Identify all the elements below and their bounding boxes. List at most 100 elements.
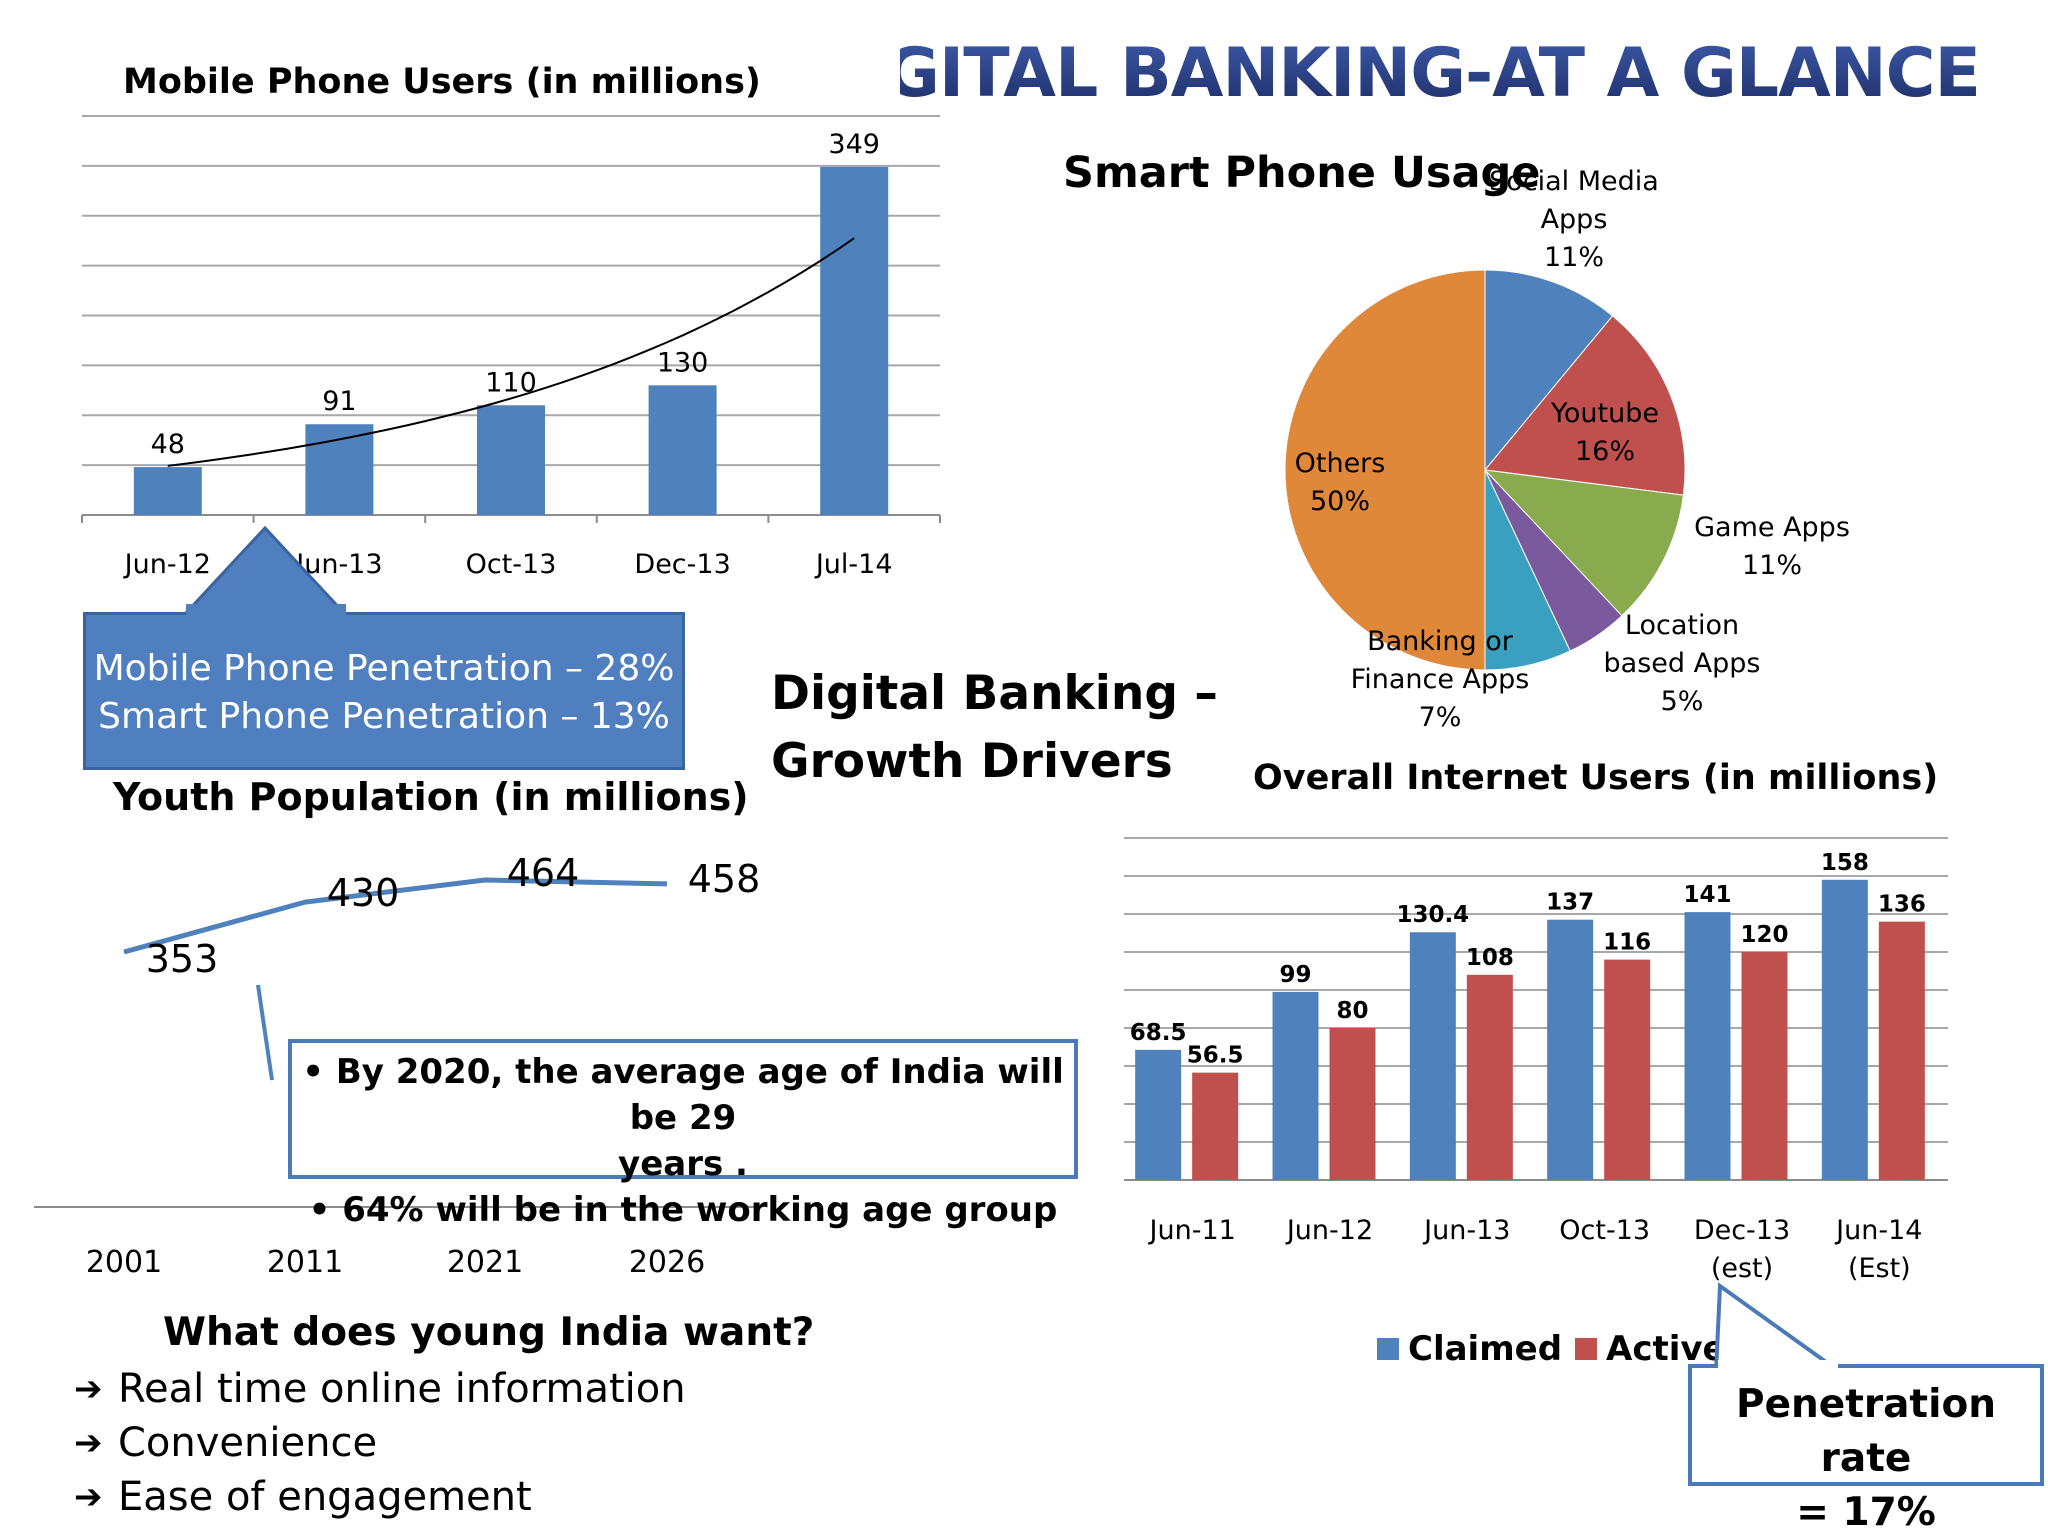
x-tick-label: Jun-12: [123, 549, 211, 580]
pie-label-line: Location: [1625, 610, 1739, 641]
legend-swatch-active: [1575, 1338, 1597, 1360]
young-india-item-text: Real time online information: [118, 1366, 686, 1412]
bar-claimed: [1684, 912, 1731, 1180]
youth-note-box: • By 2020, the average age of India will…: [288, 1039, 1078, 1230]
legend-label-active: Active: [1606, 1329, 1726, 1369]
mobile-users-chart: 48Jun-1291Jun-13110Oct-13130Dec-13349Jul…: [81, 115, 941, 580]
young-india-item-text: Ease of engagement: [118, 1474, 532, 1520]
youth-chart-title: Youth Population (in millions): [113, 775, 749, 819]
bar-claimed: [1409, 932, 1456, 1180]
bar-value-label: 141: [1683, 882, 1731, 908]
x-tick-label: Jul-14: [814, 549, 893, 580]
pie-label-line: Social Media: [1489, 166, 1659, 197]
arrow-bullet-icon: ➔: [74, 1477, 103, 1517]
pie-label-line: Finance Apps: [1351, 664, 1530, 695]
young-india-list: ➔ Real time online information ➔ Convenien…: [74, 1362, 686, 1524]
bar-value-label: 136: [1878, 892, 1926, 918]
pie-slice-label: Others 50%: [1295, 448, 1386, 517]
pie-label-line: Youtube: [1550, 398, 1659, 429]
bar-claimed: [1821, 879, 1868, 1180]
bar-claimed: [1135, 1049, 1182, 1180]
bar-mobile-users: [305, 424, 374, 515]
bar-mobile-users: [133, 467, 202, 515]
pie-slice-label: Social Media Apps 11%: [1489, 166, 1659, 273]
x-tick-label-line: Oct-13: [1559, 1215, 1650, 1246]
young-india-item: ➔ Ease of engagement: [74, 1470, 686, 1524]
smartphone-penetration-text: Smart Phone Penetration – 13%: [98, 696, 670, 737]
arrow-bullet-icon: ➔: [74, 1369, 103, 1409]
bar-active: [1329, 1028, 1376, 1180]
young-india-item-text: Convenience: [118, 1420, 378, 1466]
x-tick-label: 2001: [86, 1245, 162, 1280]
bar-claimed: [1547, 919, 1594, 1180]
x-tick-label: 2011: [267, 1245, 343, 1280]
pie-slice: [1284, 269, 1486, 671]
youth-population-chart: 353 2001 430 2011 464 2021 458 2026: [34, 851, 761, 1280]
x-tick-label: Oct-13: [1559, 1215, 1650, 1246]
x-tick-label-line: Jun-12: [1285, 1215, 1373, 1246]
x-tick-label: 2026: [629, 1245, 705, 1280]
pie-label-line: Apps: [1541, 204, 1608, 235]
internet-users-chart: 68.556.5 Jun-11 99 80 Jun-12 130.4 108 Jun-13 13…: [1124, 837, 1948, 1369]
pie-label-line: based Apps: [1604, 648, 1761, 679]
arrow-bullet-icon: ➔: [74, 1423, 103, 1463]
bar-mobile-users: [477, 405, 545, 515]
bar-value-label: 68.5: [1130, 1020, 1187, 1046]
pie-slice: [1483, 469, 1684, 617]
growth-drivers-line1: Digital Banking –: [771, 666, 1218, 721]
smartphone-usage-pie: Social Media Apps 11% Youtube 16% Game Apps 11…: [1284, 166, 1850, 733]
pie-label-line: 50%: [1310, 486, 1370, 517]
x-tick-label: Jun-12: [1285, 1215, 1373, 1246]
x-tick-label: Dec-13: [634, 549, 730, 580]
x-tick-label-line: Dec-13: [1694, 1215, 1790, 1246]
bar-value-label: 91: [322, 386, 356, 417]
pie-slice-label: Game Apps 11%: [1694, 512, 1850, 581]
growth-drivers-line2: Growth Drivers: [771, 734, 1173, 789]
x-tick-label: Jun-14 (Est): [1834, 1215, 1922, 1284]
line-value-label: 430: [327, 871, 400, 915]
youth-note-line2: years .: [618, 1144, 748, 1184]
bar-value-label: 116: [1603, 930, 1651, 956]
bar-active: [1192, 1072, 1239, 1180]
legend-swatch-claimed: [1377, 1338, 1399, 1360]
youth-note-line3: • 64% will be in the working age group: [308, 1190, 1058, 1230]
bar-mobile-users: [648, 385, 717, 515]
penetration-callout-pointer: [181, 525, 349, 616]
x-tick-label: 2021: [447, 1245, 523, 1280]
pie-slice: [1484, 315, 1686, 496]
mobile-penetration-text: Mobile Phone Penetration – 28%: [93, 648, 675, 689]
internet-chart-title: Overall Internet Users (in millions): [1253, 758, 1939, 798]
bar-active: [1741, 952, 1788, 1180]
x-tick-label: Dec-13 (est): [1694, 1215, 1790, 1284]
penetration-rate-box: Penetration rate = 17%: [1688, 1364, 2044, 1535]
pie-label-line: Banking or: [1367, 626, 1514, 657]
bar-active: [1466, 974, 1513, 1180]
pie-slice-label: Youtube 16%: [1550, 398, 1659, 467]
bar-active: [1878, 921, 1925, 1180]
bar-value-label: 108: [1466, 945, 1514, 971]
main-title: DIGITAL BANKING-AT A GLANCE: [900, 34, 1981, 113]
x-tick-label-line: Jun-14: [1834, 1215, 1922, 1246]
pie-label-line: Game Apps: [1694, 512, 1850, 543]
legend-label-claimed: Claimed: [1408, 1329, 1562, 1369]
pie-slice-label: Location based Apps 5%: [1604, 610, 1761, 717]
young-india-item: ➔ Real time online information: [74, 1362, 686, 1416]
young-india-item: ➔ Convenience: [74, 1416, 686, 1470]
bar-value-label: 48: [151, 429, 185, 460]
pie-label-line: 11%: [1544, 242, 1604, 273]
bar-mobile-users: [820, 166, 889, 515]
bar-value-label: 158: [1821, 850, 1869, 876]
line-value-label: 353: [146, 937, 219, 981]
line-value-label: 458: [688, 857, 761, 901]
pie-slice: [1484, 269, 1614, 472]
youth-population-line: [123, 877, 668, 955]
growth-drivers-heading: Digital Banking – Growth Drivers: [771, 660, 1218, 796]
bar-value-label: 130: [657, 347, 709, 378]
pie-chart-title: Smart Phone Usage: [1063, 148, 1541, 198]
youth-note-line1: • By 2020, the average age of India will…: [302, 1052, 1064, 1138]
exponential-trendline: [167, 237, 855, 467]
bar-claimed: [1272, 991, 1319, 1180]
bar-value-label: 80: [1336, 998, 1368, 1024]
pie-label-line: 16%: [1575, 436, 1635, 467]
main-title-text: DIGITAL BANKING-AT A GLANCE: [900, 34, 1980, 113]
